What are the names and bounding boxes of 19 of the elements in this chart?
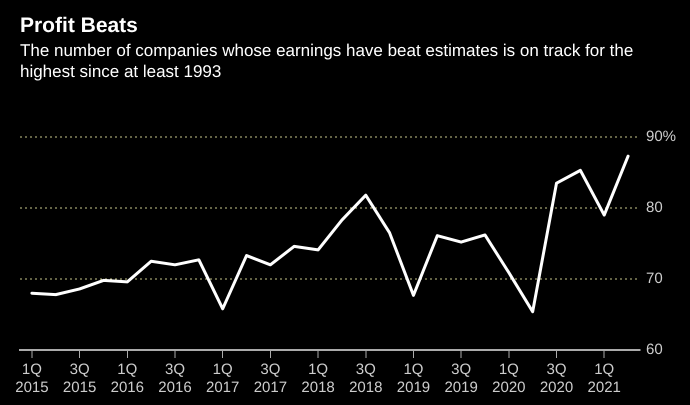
x-tick-label: 1Q 2018 bbox=[301, 361, 335, 396]
y-tick-label: 80 bbox=[646, 199, 663, 216]
y-tick-label: 60 bbox=[646, 341, 663, 358]
chart-title: Profit Beats bbox=[20, 14, 139, 38]
x-tick-label: 1Q 2020 bbox=[492, 361, 526, 396]
x-tick-label: 1Q 2019 bbox=[396, 361, 430, 396]
x-tick-label: 1Q 2015 bbox=[15, 361, 49, 396]
x-tick-label: 3Q 2019 bbox=[444, 361, 478, 396]
x-tick-label: 3Q 2016 bbox=[158, 361, 192, 396]
y-tick-label: 70 bbox=[646, 270, 663, 288]
x-tick-label: 3Q 2020 bbox=[540, 361, 574, 396]
chart-subtitle: The number of companies whose earnings have beat estimates is on track for the highest since at least 1993 bbox=[20, 40, 634, 82]
x-tick-label: 1Q 2021 bbox=[588, 361, 621, 396]
y-tick-label: 90% bbox=[646, 128, 676, 146]
x-tick-label: 3Q 2015 bbox=[62, 361, 96, 396]
x-tick-label: 1Q 2016 bbox=[110, 361, 144, 396]
x-tick-label: 1Q 2017 bbox=[206, 361, 240, 396]
x-tick-label: 3Q 2017 bbox=[254, 361, 288, 396]
x-tick-label: 3Q 2018 bbox=[349, 361, 382, 396]
